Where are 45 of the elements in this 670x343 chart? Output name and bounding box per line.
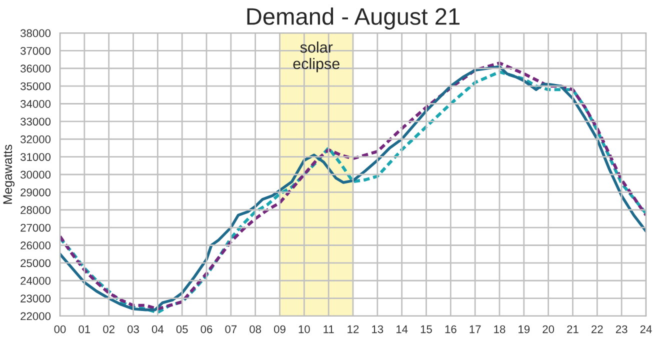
x-tick-label: 17 (470, 325, 481, 334)
x-tick-label: 21 (567, 325, 578, 334)
y-tick-label: 29000 (20, 188, 51, 196)
x-tick-label: 14 (396, 325, 408, 334)
x-tick-label: 06 (200, 325, 212, 334)
x-tick-label: 23 (616, 325, 628, 334)
x-tick-label: 16 (445, 325, 456, 334)
x-tick-label: 24 (640, 325, 652, 334)
band-label: solar eclipse (293, 41, 340, 72)
x-tick-label: 18 (494, 325, 506, 334)
x-tick-label: 19 (518, 325, 530, 334)
y-tick-label: 24000 (20, 276, 51, 285)
x-tick-label: 10 (298, 325, 310, 334)
x-tick-label: 15 (420, 325, 432, 334)
y-tick-label: 27000 (20, 224, 51, 232)
y-tick-label: 38000 (20, 29, 51, 38)
x-tick-label: 13 (372, 325, 384, 334)
x-tick-label: 12 (348, 325, 359, 334)
x-tick-label: 04 (152, 325, 164, 334)
x-tick-label: 00 (54, 325, 66, 334)
x-tick-label: 05 (176, 325, 188, 334)
y-tick-label: 35000 (20, 82, 51, 90)
y-tick-label: 28000 (20, 206, 51, 214)
y-tick-label: 22000 (20, 312, 51, 320)
x-tick-label: 09 (274, 325, 286, 334)
y-tick-label: 34000 (20, 100, 51, 108)
y-tick-label: 32000 (20, 135, 51, 144)
x-tick-label: 08 (250, 325, 262, 334)
x-tick-label: 20 (542, 325, 554, 334)
chart-title: Demand - August 21 (247, 8, 460, 30)
y-tick-label: 26000 (20, 242, 51, 250)
x-tick-label: 02 (103, 325, 114, 334)
x-tick-label: 22 (592, 325, 603, 334)
y-tick-label: 37000 (20, 46, 51, 55)
y-tick-label: 31000 (20, 153, 51, 161)
x-tick-label: 01 (78, 325, 90, 334)
y-tick-label: 36000 (20, 64, 51, 73)
y-tick-label: 33000 (20, 118, 51, 126)
y-axis-title: Megawatts (3, 144, 15, 204)
x-tick-label: 07 (225, 325, 237, 334)
x-tick-label: 03 (128, 325, 139, 334)
y-tick-label: 30000 (20, 170, 51, 179)
y-tick-label: 23000 (20, 294, 51, 302)
x-tick-label: 11 (324, 325, 334, 334)
y-tick-label: 25000 (20, 259, 51, 268)
